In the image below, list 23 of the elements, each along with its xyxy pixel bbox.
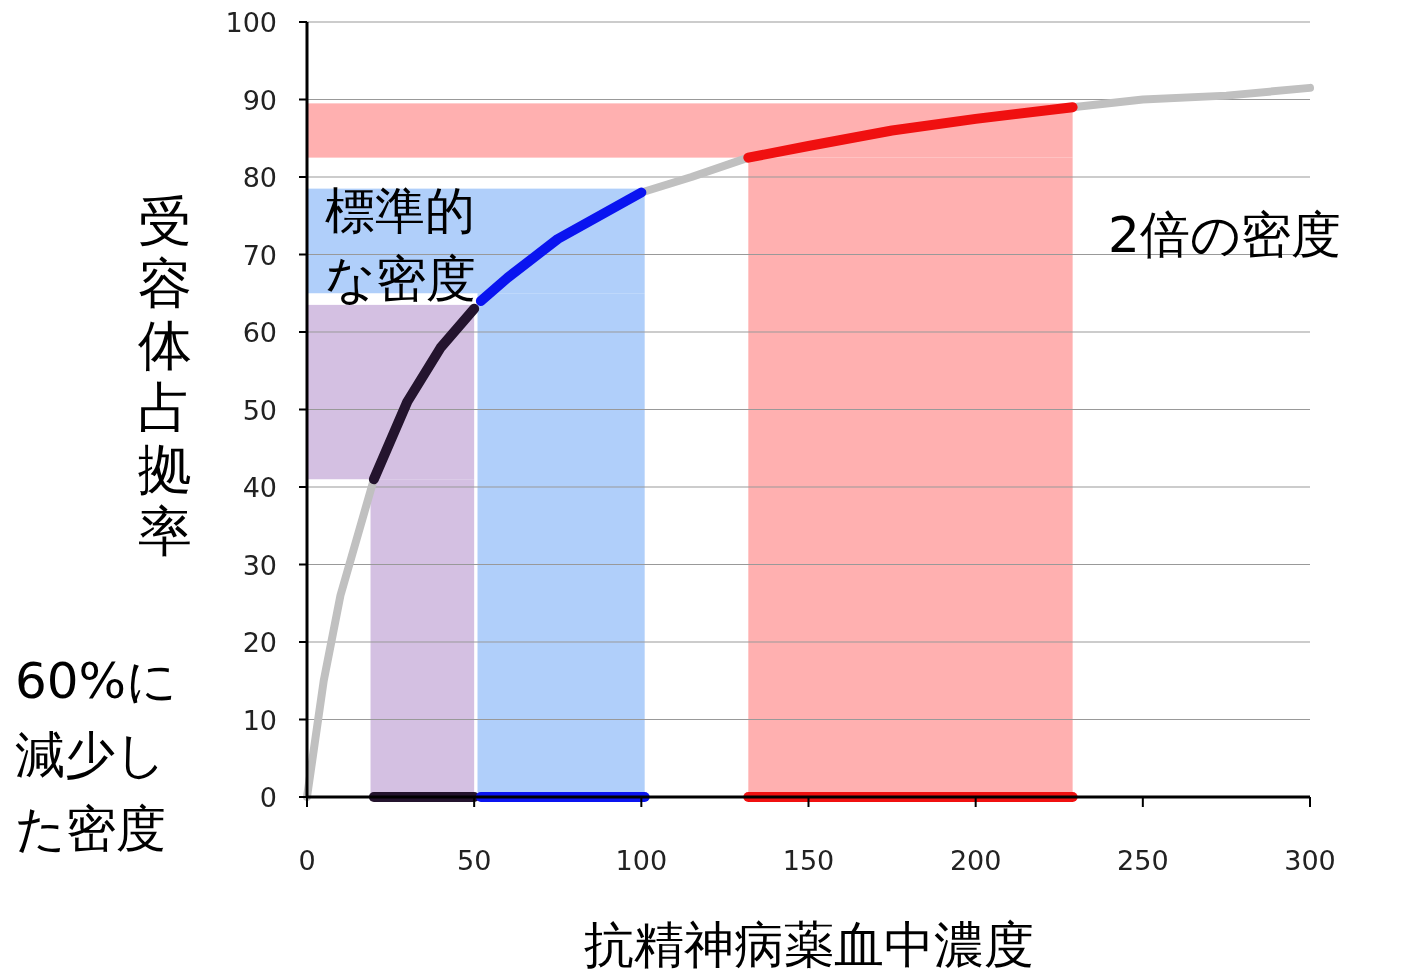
y-tick-label: 20: [242, 627, 277, 658]
y-axis-title: 受容体占拠率: [138, 190, 192, 563]
y-tick-label: 0: [259, 782, 277, 813]
x-tick-label: 50: [456, 845, 492, 876]
annotation: 2倍の密度: [1108, 206, 1341, 264]
y-tick-label: 80: [242, 162, 277, 193]
y-tick-label: 50: [242, 394, 277, 426]
y-tick-label: 30: [242, 549, 277, 581]
y-tick-label: 40: [242, 472, 277, 503]
y-tick-label: 10: [242, 704, 277, 736]
annotation: 標準的な密度: [325, 182, 476, 308]
text: 60%に減少した密度: [15, 652, 178, 858]
y-tick-label: 100: [225, 7, 277, 38]
y-tick-label: 60: [242, 317, 277, 348]
x-tick-label: 100: [615, 845, 668, 876]
x-tick-label: 150: [782, 845, 835, 876]
x-axis-title: 抗精神病薬血中濃度: [583, 916, 1034, 974]
y-tick-label: 90: [242, 84, 277, 116]
y-tick-label: 70: [242, 239, 277, 271]
x-tick-label: 200: [949, 845, 1002, 876]
x-tick-label: 250: [1117, 845, 1169, 876]
x-tick-label: 0: [298, 845, 316, 876]
x-tick-label: 300: [1284, 845, 1336, 876]
